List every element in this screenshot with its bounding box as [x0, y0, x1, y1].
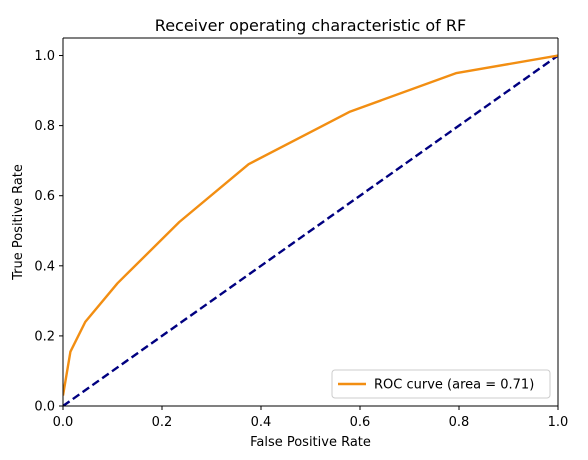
- tick-marks-and-labels: 0.0 0.2 0.4 0.6 0.8 1.0 0.0 0.2 0.4 0.6 0.8 1.0: [34, 49, 568, 430]
- series-lines: [63, 54, 558, 406]
- y-tick-label: 0.0: [34, 400, 55, 415]
- x-tick-label: 0.8: [449, 415, 470, 430]
- y-tick-label: 0.4: [34, 259, 55, 274]
- legend-box: [331, 369, 551, 399]
- x-tick-label: 0.0: [53, 415, 74, 430]
- chance-diagonal-line: [63, 54, 558, 406]
- x-tick-label: 0.6: [350, 415, 371, 430]
- legend-entry-label: ROC curve (area = 0.71): [374, 378, 534, 393]
- x-axis-label: False Positive Rate: [250, 435, 371, 450]
- chart-title: Receiver operating characteristic of RF: [155, 16, 466, 35]
- y-tick-label: 1.0: [34, 49, 55, 64]
- x-tick-label: 0.4: [251, 415, 272, 430]
- y-tick-label: 0.8: [34, 119, 55, 134]
- x-tick-label: 0.2: [152, 415, 173, 430]
- y-tick-label: 0.6: [34, 189, 55, 204]
- axes: [62, 37, 559, 407]
- plot-background: [63, 38, 558, 406]
- plot-area: [63, 38, 558, 406]
- roc-curve-line: [63, 54, 558, 396]
- y-tick-label: 0.2: [34, 329, 55, 344]
- legend: ROC curve (area = 0.71): [331, 369, 551, 399]
- x-tick-label: 1.0: [548, 415, 569, 430]
- y-axis-label: True Positive Rate: [11, 164, 26, 281]
